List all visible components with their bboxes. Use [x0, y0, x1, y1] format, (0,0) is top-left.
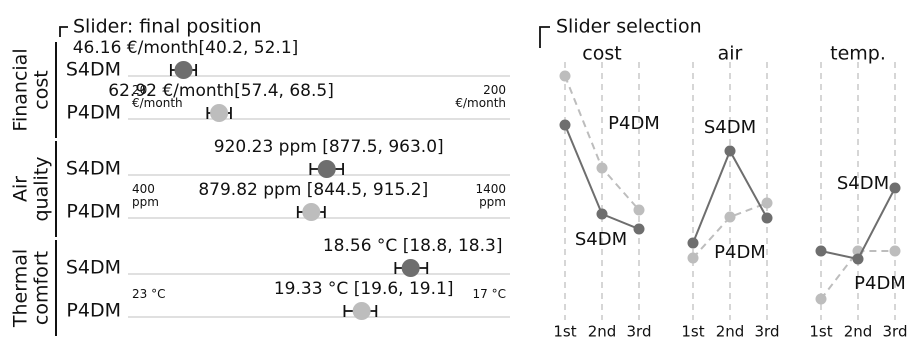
scale-max-label: 1400: [475, 182, 506, 196]
s4dm-point: [633, 223, 645, 235]
position-marker: [401, 259, 420, 277]
position-marker: [302, 203, 321, 221]
row-label: S4DM: [66, 158, 121, 180]
p4dm-series-label: P4DM: [854, 273, 906, 294]
row-label: P4DM: [66, 300, 121, 322]
x-tick-label: 2nd: [844, 323, 873, 341]
scale-min-label: ppm: [132, 195, 159, 209]
p4dm-series-label: P4DM: [714, 242, 766, 263]
row-label: S4DM: [66, 59, 121, 81]
s4dm-point: [815, 245, 827, 257]
left-heading: Slider: final position: [73, 16, 262, 38]
s4dm-point: [889, 182, 901, 194]
x-tick-label: 3rd: [627, 323, 652, 341]
x-tick-label: 1st: [681, 323, 704, 341]
p4dm-point: [633, 204, 645, 216]
selection-panels: cost 1st 2nd 3rd S4DM P4DM air 1st 2nd 3rd S4DM P4D…: [553, 43, 907, 341]
s4dm-point: [724, 145, 736, 157]
s4dm-point: [596, 208, 608, 220]
left-heading-bracket: [59, 26, 68, 37]
scale-min-label: 400: [132, 182, 155, 196]
panel-0: cost 1st 2nd 3rd S4DM P4DM: [553, 43, 659, 341]
panel-title: cost: [582, 43, 621, 65]
x-tick-label: 2nd: [716, 323, 745, 341]
value-label: 46.16 €/month[40.2, 52.1]: [73, 38, 299, 58]
value-label: 920.23 ppm [877.5, 963.0]: [214, 137, 444, 157]
s4dm-point: [761, 212, 773, 224]
p4dm-point: [596, 162, 608, 174]
position-marker: [210, 104, 229, 122]
section-name-line: Air: [10, 176, 32, 202]
x-tick-label: 1st: [809, 323, 832, 341]
x-tick-label: 1st: [553, 323, 576, 341]
p4dm-point: [559, 70, 571, 82]
p4dm-point: [687, 252, 699, 264]
s4dm-series-label: S4DM: [575, 229, 627, 250]
s4dm-point: [687, 237, 699, 249]
panel-title: air: [718, 43, 743, 65]
p4dm-point: [815, 293, 827, 305]
s4dm-point: [559, 119, 571, 131]
scale-min-label: 23 °C: [132, 287, 165, 301]
section-name: Financial cost: [10, 48, 53, 131]
value-label: 18.56 °C [18.8, 18.3]: [323, 236, 503, 256]
position-marker: [352, 302, 371, 320]
section-name: Thermal comfort: [10, 249, 53, 328]
scale-min-label: €/month: [132, 96, 183, 110]
value-label: 19.33 °C [19.6, 19.1]: [274, 279, 454, 299]
x-tick-label: 3rd: [755, 323, 780, 341]
section-name: Air quality: [10, 157, 53, 222]
p4dm-point: [889, 245, 901, 257]
slider-sections: Financial cost 20€/month200€/monthS4DM46.1…: [10, 38, 510, 336]
section-name-line: Thermal: [10, 249, 32, 328]
panel-title: temp.: [830, 43, 886, 65]
p4dm-series-label: P4DM: [608, 113, 660, 134]
right-heading: Slider selection: [556, 16, 702, 38]
scale-max-label: 200: [483, 83, 506, 97]
panel-2: temp. 1st 2nd 3rd S4DM P4DM: [809, 43, 907, 341]
row-label: P4DM: [66, 201, 121, 223]
scale-max-label: 17 °C: [473, 287, 506, 301]
scale-max-label: €/month: [455, 96, 506, 110]
section-2: Thermal comfort 23 °C 17 °C S4DM 18.56 °C [18…: [10, 236, 510, 336]
p4dm-point: [761, 197, 773, 209]
s4dm-series-label: S4DM: [704, 117, 756, 138]
s4dm-series-label: S4DM: [837, 173, 889, 194]
s4dm-point: [852, 253, 864, 265]
section-0: Financial cost 20€/month200€/monthS4DM46.1…: [10, 38, 510, 138]
row-label: P4DM: [66, 102, 121, 124]
scale-min-label: 20: [132, 83, 147, 97]
right-heading-bracket: [539, 26, 550, 48]
section-name-line: cost: [31, 70, 53, 109]
row-label: S4DM: [66, 257, 121, 279]
x-tick-label: 2nd: [588, 323, 617, 341]
scale-max-label: ppm: [479, 195, 506, 209]
x-tick-label: 3rd: [883, 323, 908, 341]
value-label: 879.82 ppm [844.5, 915.2]: [198, 180, 428, 200]
position-marker: [174, 61, 193, 79]
section-name-line: Financial: [10, 48, 32, 131]
p4dm-line: [692, 202, 768, 259]
p4dm-point: [724, 211, 736, 223]
panel-1: air 1st 2nd 3rd S4DM P4DM: [681, 43, 779, 341]
value-label: 62.92 €/month[57.4, 68.5]: [108, 81, 334, 101]
section-name-line: comfort: [31, 251, 53, 325]
position-marker: [317, 160, 336, 178]
section-name-line: quality: [31, 157, 53, 222]
